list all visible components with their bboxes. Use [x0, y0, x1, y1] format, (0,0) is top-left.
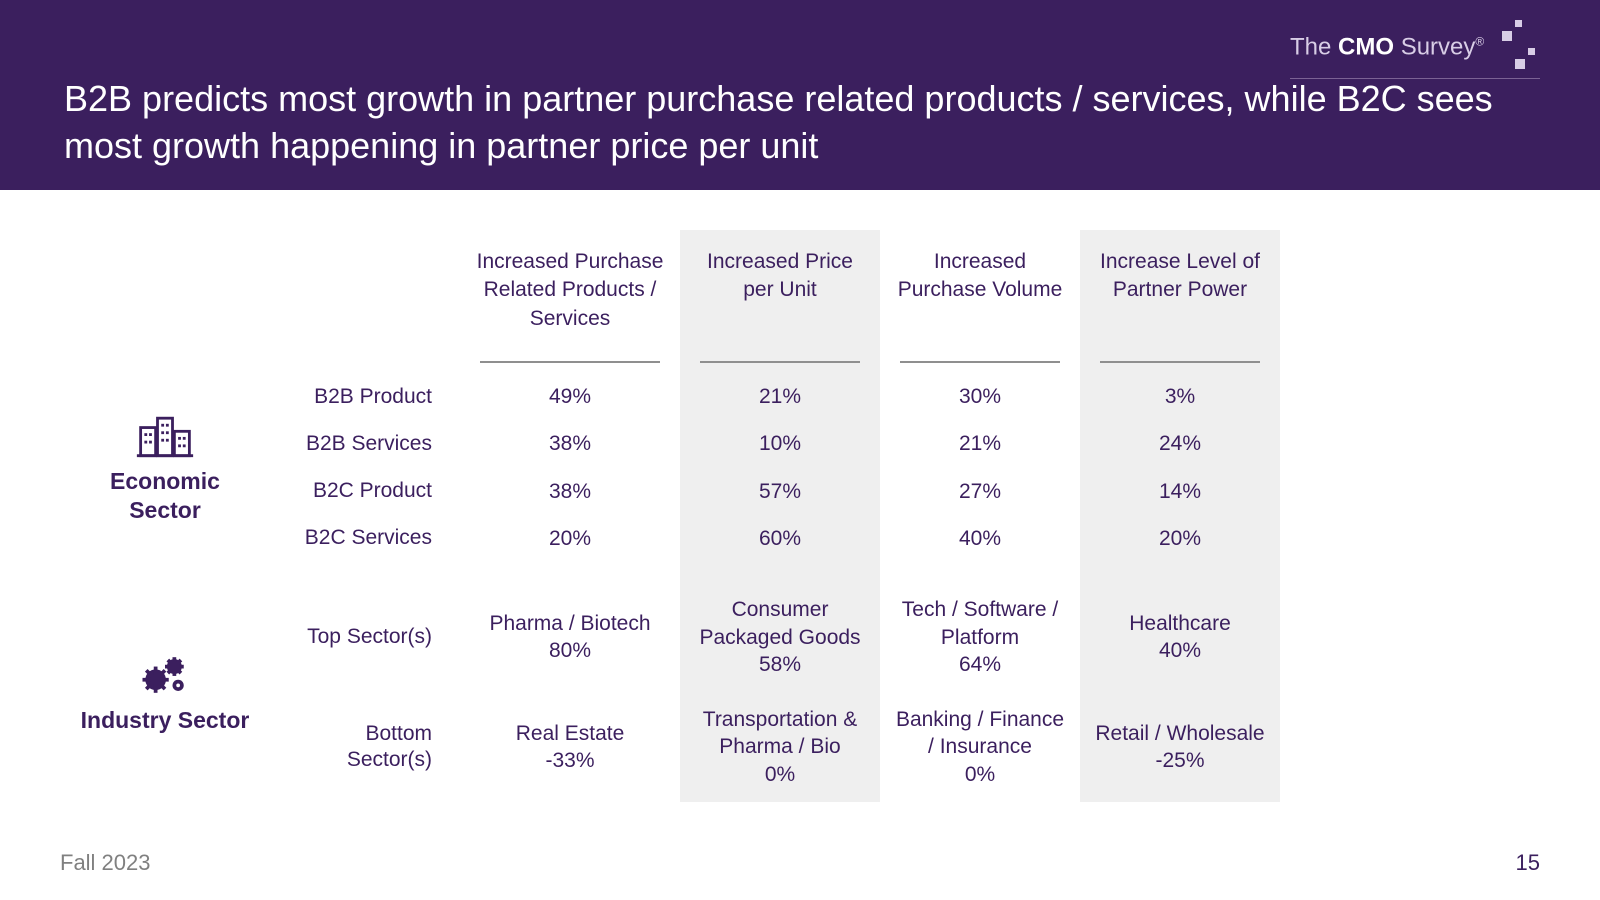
table-cell: Tech / Software / Platform64% [880, 582, 1080, 692]
footer-date: Fall 2023 [60, 850, 151, 876]
buildings-icon [135, 411, 195, 461]
data-table: Increased Purchase Related Products / Se… [60, 230, 1540, 802]
table-cell: Retail / Wholesale-25% [1080, 692, 1280, 802]
row-label: B2B Services [270, 420, 460, 467]
table-cell: Pharma / Biotech80% [460, 582, 680, 692]
brand-reg: ® [1475, 34, 1484, 48]
row-label: Bottom Sector(s) [270, 692, 460, 802]
section-economic: Economic Sector [60, 373, 270, 562]
table-cell: 3% [1080, 373, 1280, 420]
brand-logo: The CMO Survey® [1290, 20, 1540, 79]
table-cell: 49% [460, 373, 680, 420]
table-cell: 20% [1080, 515, 1280, 562]
col-header-3: Increase Level of Partner Power [1080, 230, 1280, 351]
table-cell: 20% [460, 515, 680, 562]
table-cell: 40% [880, 515, 1080, 562]
table-cell: 38% [460, 420, 680, 467]
row-label: B2B Product [270, 373, 460, 420]
table-cell: Real Estate-33% [460, 692, 680, 802]
col-header-0: Increased Purchase Related Products / Se… [460, 230, 680, 351]
row-label: B2C Product [270, 468, 460, 515]
table-cell: 10% [680, 420, 880, 467]
slide-body: Increased Purchase Related Products / Se… [0, 190, 1600, 802]
table-cell: Healthcare40% [1080, 582, 1280, 692]
slide-header: The CMO Survey® B2B predicts most growth… [0, 0, 1600, 190]
table-cell: 27% [880, 468, 1080, 515]
slide-title: B2B predicts most growth in partner purc… [64, 76, 1514, 170]
table-cell: 60% [680, 515, 880, 562]
table-cell: Consumer Packaged Goods58% [680, 582, 880, 692]
table-cell: 38% [460, 468, 680, 515]
section-industry: Industry Sector [60, 582, 270, 802]
brand-underline [1290, 78, 1540, 79]
col-header-2: Increased Purchase Volume [880, 230, 1080, 351]
table-cell: Banking / Finance / Insurance0% [880, 692, 1080, 802]
row-label: Top Sector(s) [270, 582, 460, 692]
col-header-1: Increased Price per Unit [680, 230, 880, 351]
table-cell: 30% [880, 373, 1080, 420]
page-number: 15 [1516, 850, 1540, 876]
row-label: B2C Services [270, 515, 460, 562]
gears-icon [135, 650, 195, 700]
brand-post: Survey [1394, 33, 1475, 60]
table-cell: 57% [680, 468, 880, 515]
brand-pre: The [1290, 33, 1338, 60]
table-cell: 24% [1080, 420, 1280, 467]
table-cell: 21% [880, 420, 1080, 467]
table-cell: 14% [1080, 468, 1280, 515]
table-cell: 21% [680, 373, 880, 420]
table-cell: Transportation & Pharma / Bio0% [680, 692, 880, 802]
brand-dots-icon [1499, 20, 1535, 76]
brand-bold: CMO [1338, 33, 1394, 60]
